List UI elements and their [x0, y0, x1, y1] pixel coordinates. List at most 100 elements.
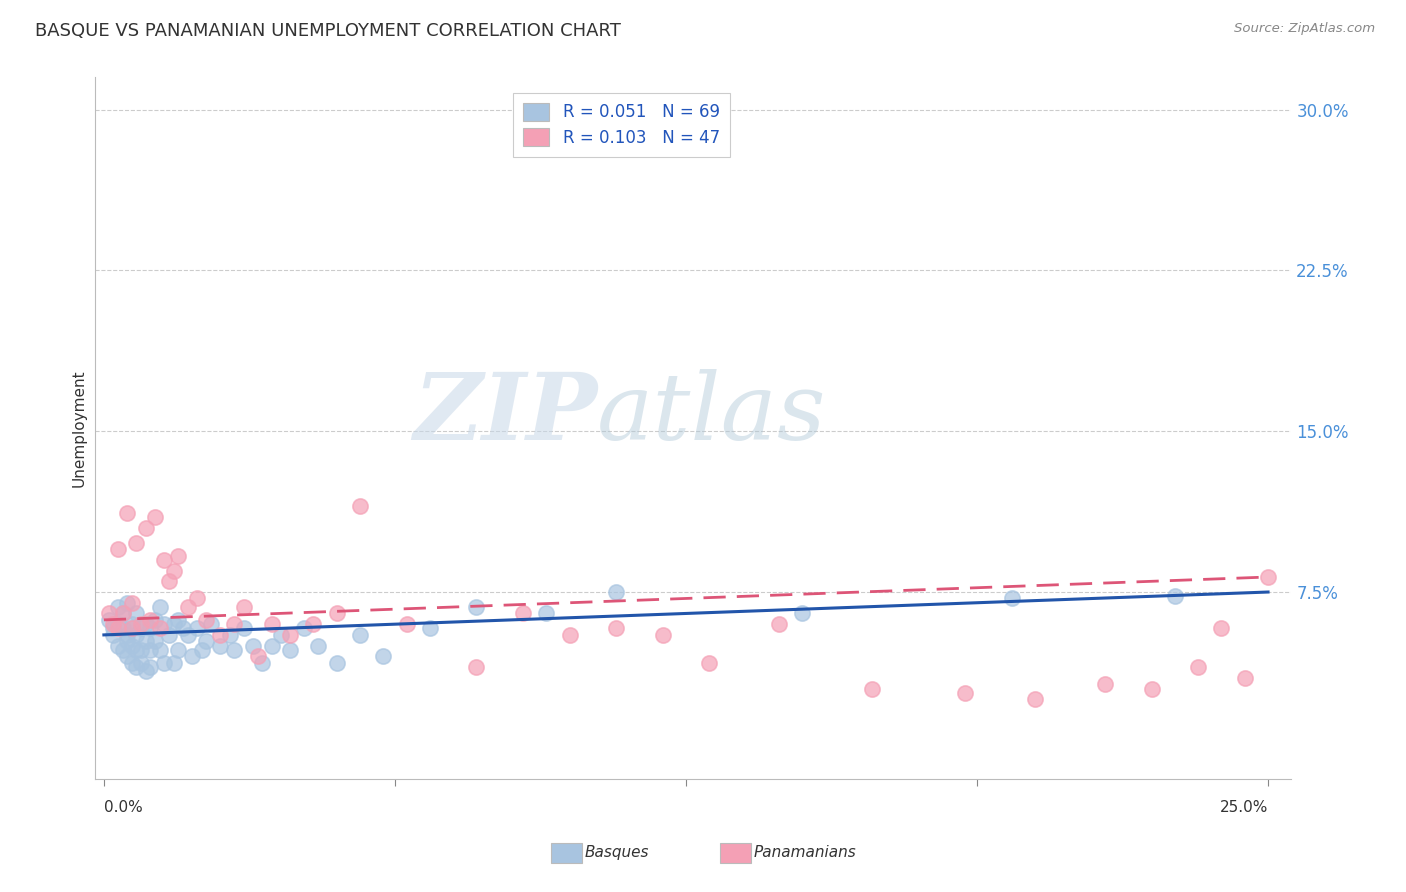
Point: [153, 656, 176, 670]
Point: [860, 681, 883, 696]
Point: [149, 600, 172, 615]
Point: [246, 649, 269, 664]
Point: [181, 649, 204, 664]
Point: [278, 628, 301, 642]
Point: [97, 613, 120, 627]
Point: [167, 613, 190, 627]
Point: [232, 622, 254, 636]
Point: [395, 617, 418, 632]
Point: [139, 643, 162, 657]
Point: [209, 628, 232, 642]
Point: [1257, 570, 1279, 584]
Point: [190, 643, 212, 657]
Point: [163, 656, 186, 670]
Text: 0.0%: 0.0%: [104, 800, 142, 815]
Legend: R = 0.051   N = 69, R = 0.103   N = 47: R = 0.051 N = 69, R = 0.103 N = 47: [513, 93, 730, 157]
Point: [697, 656, 720, 670]
Point: [195, 634, 218, 648]
Point: [125, 607, 148, 621]
Point: [135, 634, 157, 648]
Point: [129, 643, 152, 657]
Text: atlas: atlas: [598, 369, 827, 459]
Point: [307, 639, 329, 653]
Point: [558, 628, 581, 642]
Point: [129, 622, 152, 636]
Point: [107, 617, 129, 632]
Point: [1024, 692, 1046, 706]
Point: [242, 639, 264, 653]
Point: [97, 607, 120, 621]
Point: [167, 549, 190, 563]
Point: [143, 510, 166, 524]
Point: [121, 639, 143, 653]
Text: Source: ZipAtlas.com: Source: ZipAtlas.com: [1234, 22, 1375, 36]
Point: [260, 617, 283, 632]
Point: [125, 535, 148, 549]
Point: [218, 628, 240, 642]
Point: [465, 600, 488, 615]
Text: BASQUE VS PANAMANIAN UNEMPLOYMENT CORRELATION CHART: BASQUE VS PANAMANIAN UNEMPLOYMENT CORREL…: [35, 22, 621, 40]
Point: [325, 607, 347, 621]
Point: [121, 596, 143, 610]
Point: [115, 649, 138, 664]
Point: [121, 656, 143, 670]
Text: 25.0%: 25.0%: [1219, 800, 1268, 815]
Point: [167, 643, 190, 657]
Point: [224, 643, 246, 657]
Point: [605, 622, 627, 636]
Point: [224, 617, 246, 632]
Point: [115, 506, 138, 520]
Point: [768, 617, 790, 632]
Point: [111, 607, 134, 621]
Point: [139, 660, 162, 674]
Point: [143, 634, 166, 648]
Point: [177, 628, 200, 642]
Point: [260, 639, 283, 653]
Point: [349, 500, 371, 514]
Point: [1094, 677, 1116, 691]
Point: [135, 665, 157, 679]
Point: [149, 622, 172, 636]
Point: [1211, 622, 1233, 636]
Point: [792, 607, 814, 621]
Point: [1164, 590, 1187, 604]
Point: [292, 622, 315, 636]
Point: [1187, 660, 1209, 674]
Point: [605, 585, 627, 599]
Point: [153, 553, 176, 567]
Point: [172, 622, 194, 636]
Point: [135, 521, 157, 535]
Text: ZIP: ZIP: [413, 369, 598, 459]
Point: [302, 617, 325, 632]
Point: [1001, 591, 1024, 606]
Point: [111, 622, 134, 636]
Point: [177, 600, 200, 615]
Point: [512, 607, 534, 621]
Point: [111, 607, 134, 621]
Point: [125, 643, 148, 657]
Point: [129, 617, 152, 632]
Text: Panamanians: Panamanians: [754, 846, 856, 860]
Point: [115, 634, 138, 648]
Point: [157, 628, 180, 642]
Point: [270, 628, 292, 642]
Point: [103, 628, 125, 642]
Point: [149, 643, 172, 657]
Point: [373, 649, 395, 664]
Point: [111, 643, 134, 657]
Point: [121, 617, 143, 632]
Point: [278, 643, 301, 657]
Point: [103, 617, 125, 632]
Point: [465, 660, 488, 674]
Point: [955, 686, 977, 700]
Point: [103, 622, 125, 636]
Point: [186, 591, 208, 606]
Point: [209, 639, 232, 653]
Point: [325, 656, 347, 670]
Text: Basques: Basques: [585, 846, 650, 860]
Point: [129, 656, 152, 670]
Point: [107, 639, 129, 653]
Point: [115, 628, 138, 642]
Point: [139, 622, 162, 636]
Point: [163, 617, 186, 632]
